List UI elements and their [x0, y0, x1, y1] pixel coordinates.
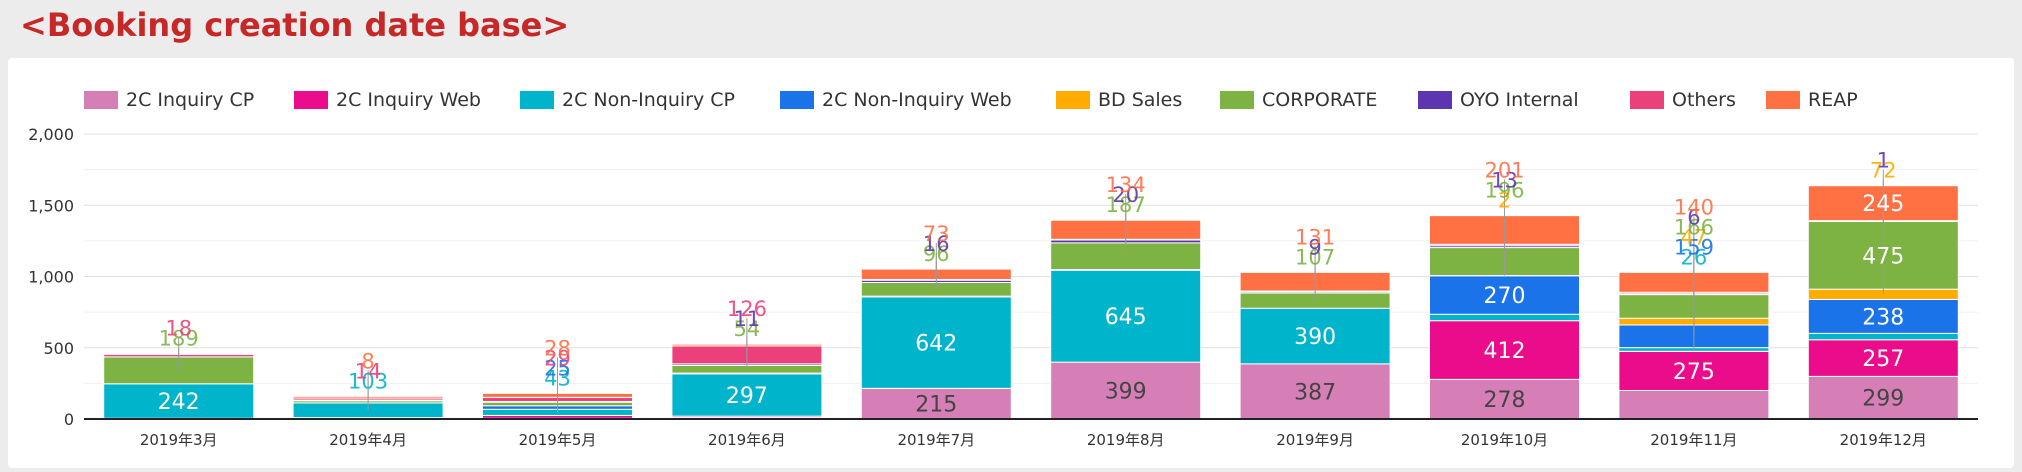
data-label: 242: [158, 390, 200, 415]
data-label: 215: [915, 393, 957, 418]
legend-label-corporate: CORPORATE: [1262, 89, 1377, 111]
data-label: 399: [1105, 380, 1147, 405]
data-label: 645: [1105, 305, 1147, 330]
data-label: 73: [923, 222, 950, 246]
data-label: 134: [1106, 173, 1146, 197]
legend-swatch-bd-sales: [1056, 91, 1090, 109]
chart-legend: 2C Inquiry CP 2C Inquiry Web 2C Non-Inquir…: [84, 89, 1858, 111]
legend-swatch-reap: [1766, 91, 1800, 109]
legend-swatch-corporate: [1220, 91, 1254, 109]
page-title: <Booking creation date base>: [20, 6, 569, 44]
x-tick-label: 2019年8月: [1087, 431, 1165, 449]
legend-swatch-2c-non-inquiry-cp: [520, 91, 554, 109]
data-label: 1: [1877, 149, 1890, 173]
data-label: 257: [1862, 347, 1904, 372]
y-tick-label: 500: [43, 339, 74, 358]
x-tick-label: 2019年11月: [1650, 431, 1737, 449]
x-tick-label: 2019年12月: [1840, 431, 1927, 449]
data-label: 299: [1862, 387, 1904, 412]
x-tick-label: 2019年7月: [897, 431, 975, 449]
data-label: 278: [1484, 388, 1526, 413]
legend-swatch-others: [1630, 91, 1664, 109]
legend-swatch-2c-inquiry-cp: [84, 91, 118, 109]
data-label: 238: [1862, 305, 1904, 330]
data-label: 412: [1484, 339, 1526, 364]
legend-label-others: Others: [1672, 89, 1736, 111]
data-label: 387: [1294, 380, 1336, 405]
legend-label-2c-non-inquiry-cp: 2C Non-Inquiry CP: [562, 89, 735, 111]
legend-label-oyo-internal: OYO Internal: [1460, 89, 1579, 111]
legend-label-reap: REAP: [1808, 89, 1858, 111]
data-label: 390: [1294, 325, 1336, 350]
x-tick-label: 2019年5月: [519, 431, 597, 449]
data-label: 126: [727, 297, 767, 321]
legend-label-bd-sales: BD Sales: [1098, 89, 1182, 111]
x-tick-label: 2019年6月: [708, 431, 786, 449]
x-tick-label: 2019年4月: [329, 431, 407, 449]
legend-swatch-2c-inquiry-web: [294, 91, 328, 109]
legend-label-2c-inquiry-web: 2C Inquiry Web: [336, 89, 481, 111]
y-tick-label: 1,500: [28, 196, 74, 215]
data-label: 275: [1673, 360, 1715, 385]
x-tick-label: 2019年10月: [1461, 431, 1548, 449]
data-label: 297: [726, 384, 768, 409]
bar-segment-2c-non-inquiry-cp: [1430, 314, 1580, 320]
stacked-bar-chart: 2C Inquiry CP 2C Inquiry Web 2C Non-Inquir…: [8, 58, 2014, 468]
x-tick-label: 2019年3月: [140, 431, 218, 449]
x-tick-label: 2019年9月: [1276, 431, 1354, 449]
data-label: 475: [1862, 244, 1904, 269]
y-tick-label: 0: [64, 410, 74, 429]
x-axis: 2019年3月 2019年4月 2019年5月 2019年6月 2019年7月 2019年…: [84, 419, 1978, 449]
legend-swatch-oyo-internal: [1418, 91, 1452, 109]
legend-label-2c-non-inquiry-web: 2C Non-Inquiry Web: [822, 89, 1012, 111]
data-label: 8: [361, 349, 374, 373]
y-tick-label: 1,000: [28, 268, 74, 287]
chart-card: 2C Inquiry CP 2C Inquiry Web 2C Non-Inquir…: [8, 58, 2014, 468]
y-axis: 0 500 1,000 1,500 2,000: [28, 125, 74, 429]
bar-segment-2c-inquiry-cp: [1619, 391, 1769, 420]
legend-label-2c-inquiry-cp: 2C Inquiry CP: [126, 89, 254, 111]
legend-swatch-2c-non-inquiry-web: [780, 91, 814, 109]
data-label: 642: [915, 332, 957, 357]
y-tick-label: 2,000: [28, 125, 74, 144]
data-label: 131: [1295, 225, 1335, 249]
data-label: 201: [1484, 159, 1524, 183]
data-label: 245: [1862, 192, 1904, 217]
bar-segment-2c-non-inquiry-cp: [1808, 333, 1958, 339]
data-label: 270: [1484, 284, 1526, 309]
data-label: 140: [1674, 195, 1714, 219]
data-label: 18: [165, 317, 192, 341]
data-label: 28: [544, 336, 571, 360]
